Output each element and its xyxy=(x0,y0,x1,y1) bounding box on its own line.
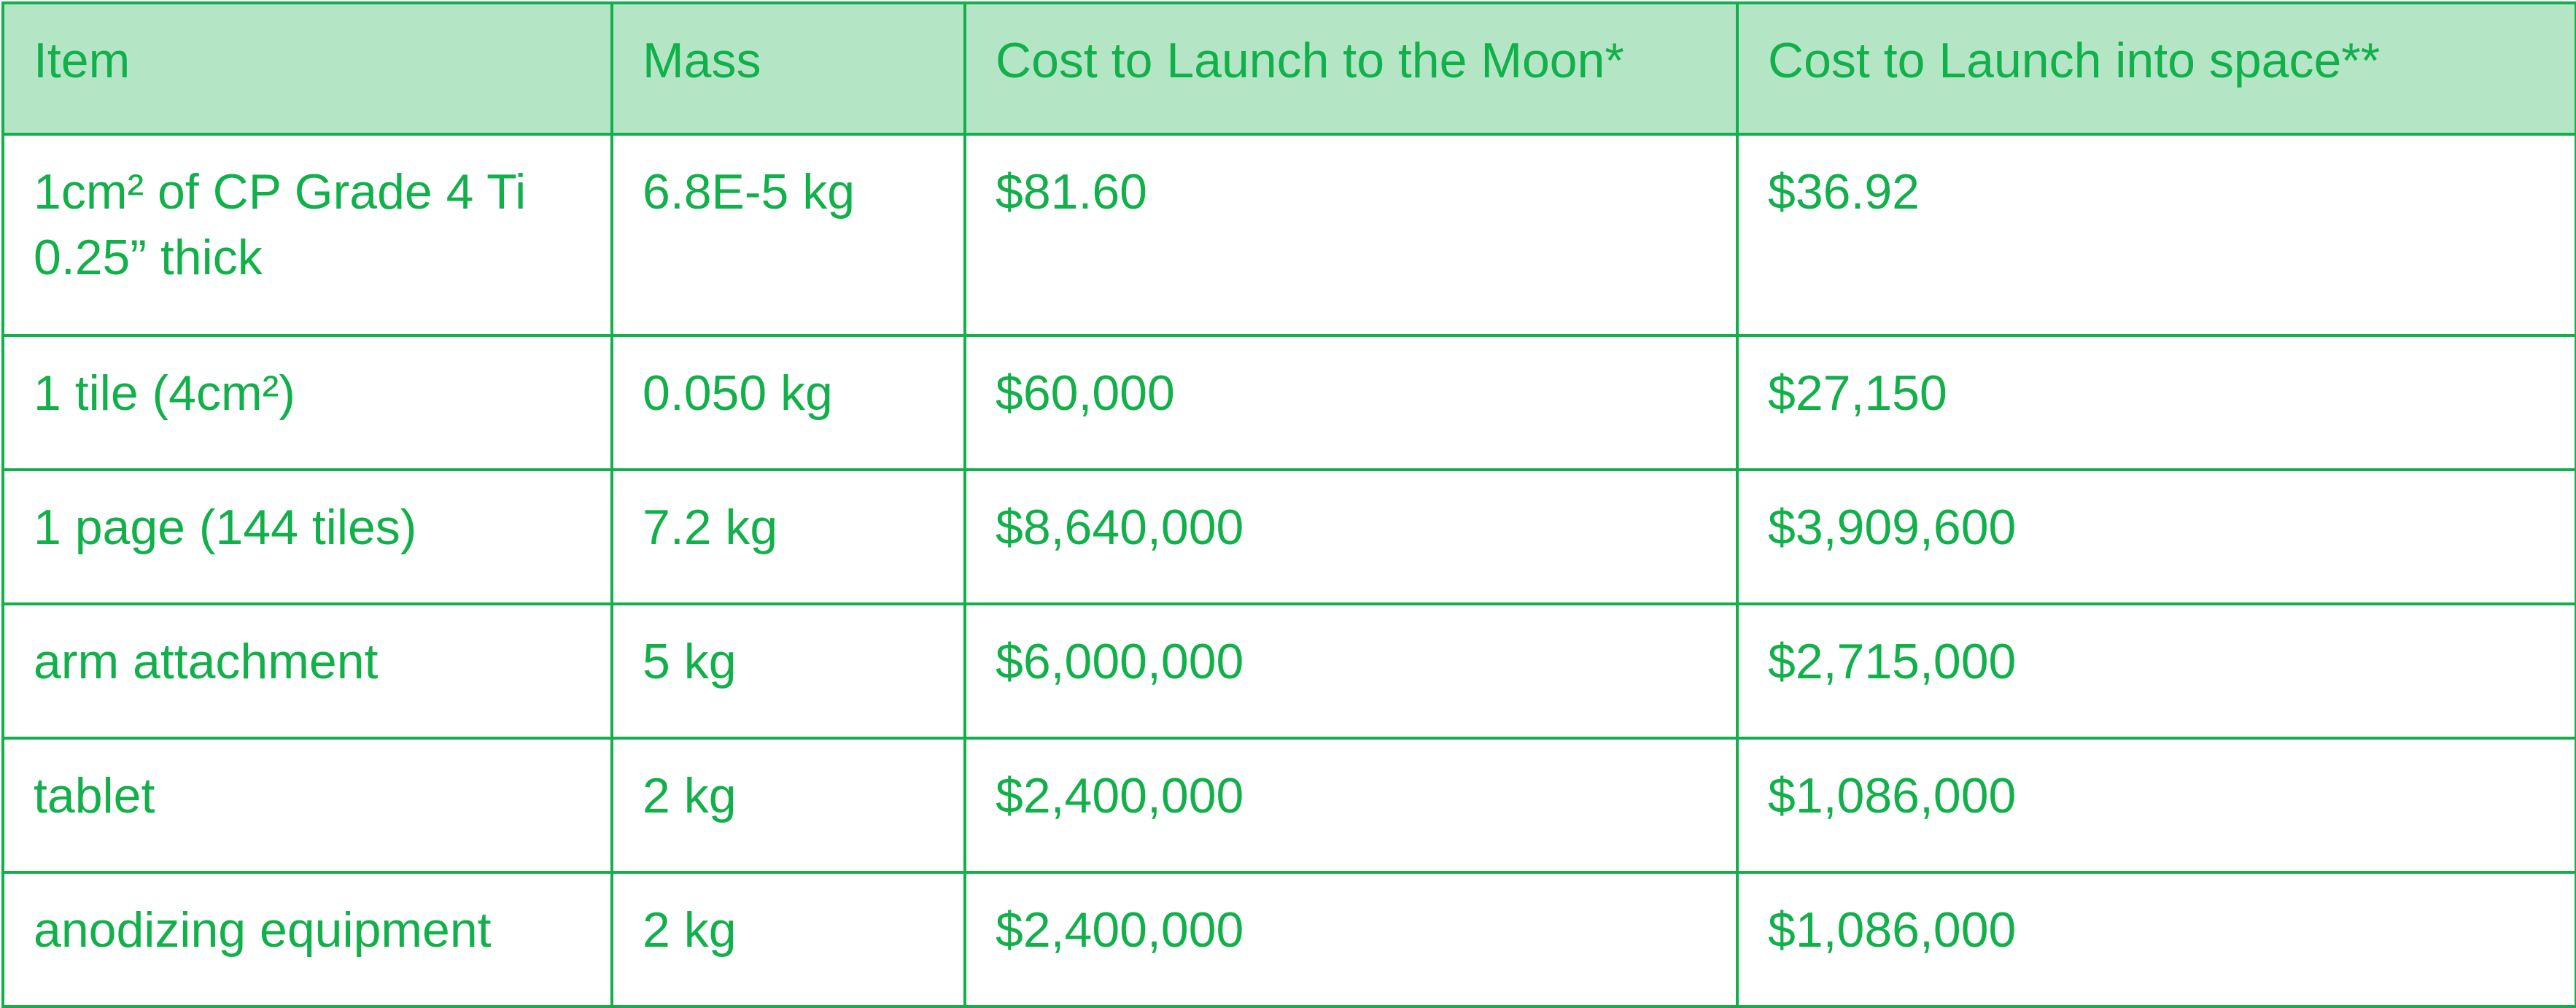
cell-item: tablet xyxy=(1,737,613,874)
cell-cost-moon: $81.60 xyxy=(963,133,1739,337)
cell-cost-moon: $6,000,000 xyxy=(963,602,1739,740)
cell-cost-moon: $2,400,000 xyxy=(963,871,1739,1008)
cell-item: anodizing equipment xyxy=(1,871,613,1008)
cell-cost-moon: $60,000 xyxy=(963,334,1739,471)
header-mass: Mass xyxy=(610,1,966,136)
header-item: Item xyxy=(1,1,613,136)
cell-item: 1cm² of CP Grade 4 Ti 0.25” thick xyxy=(1,133,613,337)
cell-cost-space: $1,086,000 xyxy=(1736,871,2576,1008)
cell-mass: 2 kg xyxy=(610,871,966,1008)
cell-item: arm attachment xyxy=(1,602,613,740)
cell-mass: 6.8E-5 kg xyxy=(610,133,966,337)
header-cost-moon: Cost to Launch to the Moon* xyxy=(963,1,1739,136)
cell-cost-space: $36.92 xyxy=(1736,133,2576,337)
table-row: 1 page (144 tiles) 7.2 kg $8,640,000 $3,… xyxy=(1,468,2576,605)
table-row: 1 tile (4cm²) 0.050 kg $60,000 $27,150 xyxy=(1,334,2576,471)
table-row: tablet 2 kg $2,400,000 $1,086,000 xyxy=(1,737,2576,874)
cell-cost-space: $2,715,000 xyxy=(1736,602,2576,740)
cell-item: 1 page (144 tiles) xyxy=(1,468,613,605)
header-row: Item Mass Cost to Launch to the Moon* Co… xyxy=(1,1,2576,136)
table-row: anodizing equipment 2 kg $2,400,000 $1,0… xyxy=(1,871,2576,1008)
cell-cost-moon: $2,400,000 xyxy=(963,737,1739,874)
table-row: 1cm² of CP Grade 4 Ti 0.25” thick 6.8E-5… xyxy=(1,133,2576,337)
cell-mass: 5 kg xyxy=(610,602,966,740)
cell-mass: 2 kg xyxy=(610,737,966,874)
table-row: arm attachment 5 kg $6,000,000 $2,715,00… xyxy=(1,602,2576,740)
cell-mass: 0.050 kg xyxy=(610,334,966,471)
table-body: 1cm² of CP Grade 4 Ti 0.25” thick 6.8E-5… xyxy=(1,133,2576,1008)
header-cost-space: Cost to Launch into space** xyxy=(1736,1,2576,136)
cell-cost-space: $3,909,600 xyxy=(1736,468,2576,605)
table-header: Item Mass Cost to Launch to the Moon* Co… xyxy=(1,1,2576,136)
cell-item: 1 tile (4cm²) xyxy=(1,334,613,471)
cell-cost-moon: $8,640,000 xyxy=(963,468,1739,605)
cell-mass: 7.2 kg xyxy=(610,468,966,605)
cell-cost-space: $27,150 xyxy=(1736,334,2576,471)
cell-cost-space: $1,086,000 xyxy=(1736,737,2576,874)
